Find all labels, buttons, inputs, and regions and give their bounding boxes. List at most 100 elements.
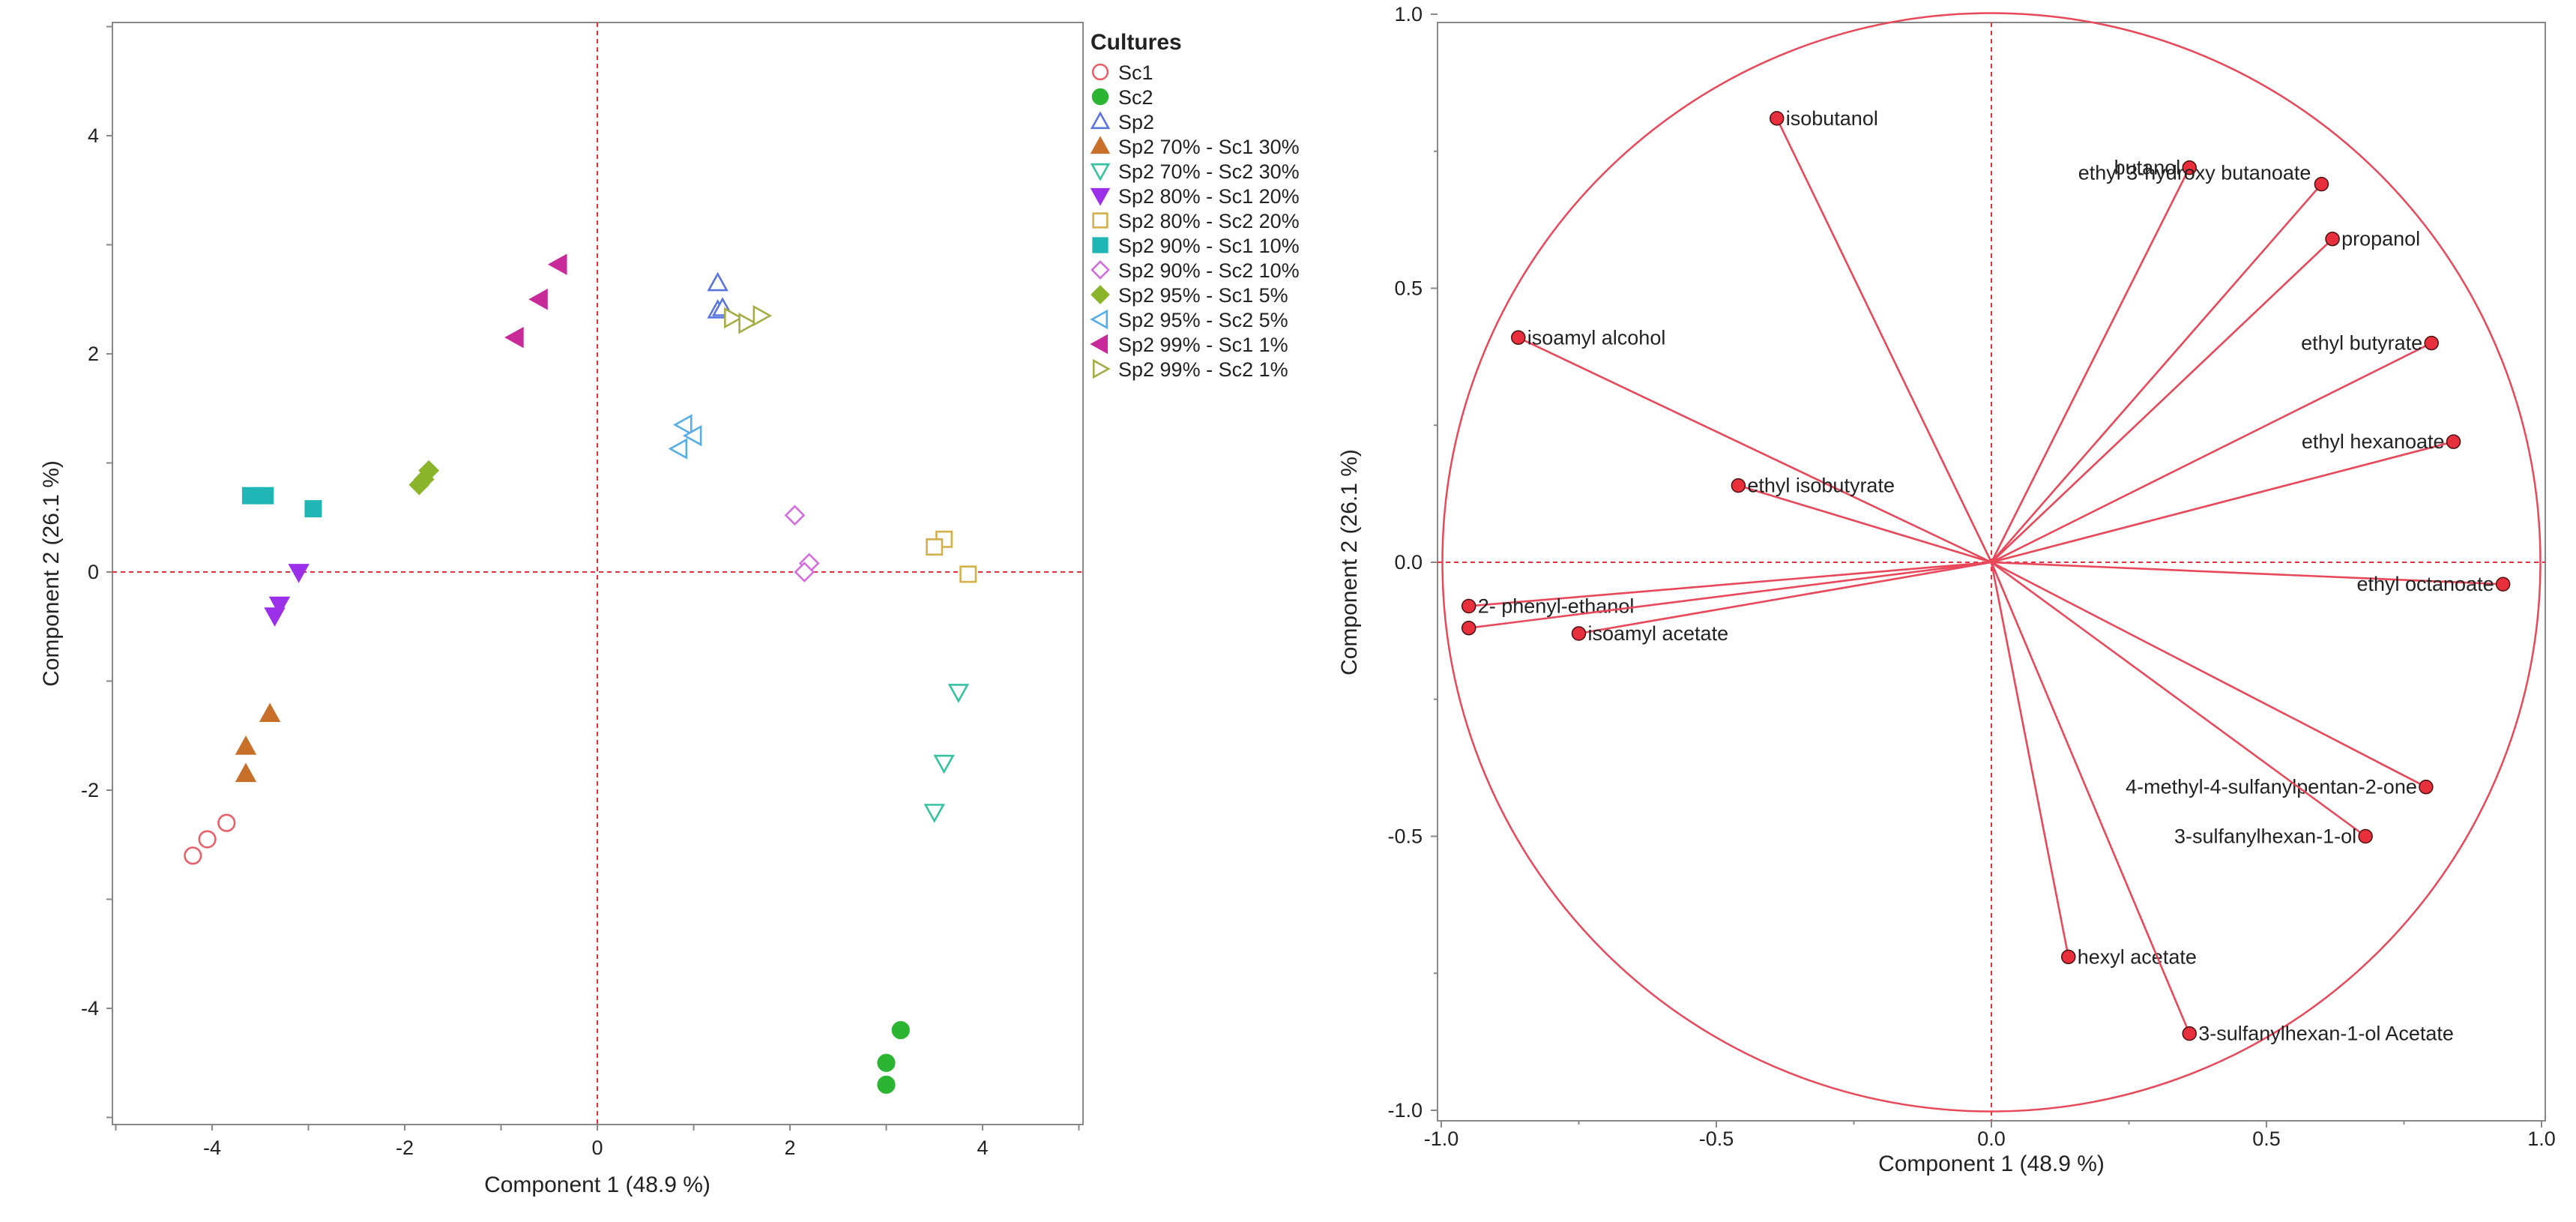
loading-label: ethyl 3-hydroxy butanoate	[2078, 162, 2311, 184]
loading-y-tick-label: 0.5	[1394, 277, 1423, 300]
legend-label: Sp2 70% - Sc1 30%	[1118, 136, 1300, 158]
score-point	[288, 564, 310, 583]
variable-propanol: propanol	[1991, 228, 2420, 563]
score-point	[682, 424, 702, 447]
loading-label: 3-sulfanylhexan-1-ol	[2174, 825, 2356, 848]
variable-ethyl-octanoate: ethyl octanoate	[1991, 561, 2511, 595]
loading-point	[1511, 330, 1526, 346]
score-point	[264, 607, 286, 627]
legend-label: Sp2 90% - Sc2 10%	[1118, 259, 1300, 282]
legend-item-sc1: Sc1	[1091, 61, 1153, 84]
score-y-axis-title: Component 2 (26.1 %)	[39, 460, 64, 687]
score-point	[235, 735, 257, 755]
legend-item-sp2-95-sc2-5: Sp2 95% - Sc2 5%	[1090, 309, 1288, 331]
loading-label: ethyl octanoate	[2356, 573, 2494, 595]
loading-point	[2446, 434, 2461, 449]
series-sp2-99-sc1-1	[504, 253, 567, 349]
legend-item-sc2: Sc2	[1091, 86, 1153, 109]
loading-point	[2495, 577, 2511, 592]
variable-ethyl-3-hydroxy-butanoate: ethyl 3-hydroxy butanoate	[1991, 162, 2329, 563]
legend-label: Sp2	[1118, 111, 1154, 133]
score-point	[259, 702, 281, 723]
score-point	[256, 487, 274, 505]
loading-vector	[1578, 561, 1992, 635]
legend-item-sp2-90-sc1-10: Sp2 90% - Sc1 10%	[1092, 235, 1300, 257]
legend-item-sp2-95-sc1-5: Sp2 95% - Sc1 5%	[1091, 284, 1288, 307]
loading-label: 4-methyl-4-sulfanylpentan-2-one	[2126, 776, 2417, 798]
loading-point	[2424, 335, 2439, 351]
series-sp2-90-sc2-10	[784, 505, 820, 583]
loading-vector	[1991, 561, 2366, 837]
score-point	[723, 307, 743, 329]
legend-label: Sc2	[1118, 86, 1153, 109]
loading-x-tick-label: -1.0	[1424, 1128, 1459, 1150]
score-point	[926, 538, 944, 556]
loading-point	[2325, 231, 2340, 247]
score-point	[408, 474, 430, 496]
score-point	[268, 596, 291, 616]
loading-vector	[1737, 484, 1992, 564]
score-point	[241, 487, 259, 505]
loading-vector	[1468, 561, 1992, 630]
loading-x-tick-label: -0.5	[1699, 1128, 1734, 1150]
score-point	[217, 813, 236, 832]
score-point	[672, 414, 693, 436]
score-point	[304, 500, 322, 518]
score-x-tick-label: 2	[784, 1137, 795, 1159]
score-point	[877, 1053, 896, 1072]
score-point	[738, 313, 758, 334]
score-y-tick-label: -2	[81, 779, 99, 801]
score-point	[933, 754, 955, 774]
variable-ethyl-isobutyrate: ethyl isobutyrate	[1731, 475, 1992, 564]
score-x-tick-label: 0	[591, 1137, 603, 1159]
legend-label: Sp2 90% - Sc1 10%	[1118, 235, 1300, 257]
loading-label: ethyl butyrate	[2301, 332, 2422, 355]
score-point	[235, 762, 257, 783]
loading-x-tick-label: 0.0	[1977, 1128, 2006, 1150]
loading-label: isobutanol	[1786, 107, 1878, 130]
variable-hexyl-acetate: hexyl acetate	[1990, 562, 2197, 968]
loading-point	[2061, 949, 2076, 965]
score-point	[668, 438, 688, 460]
legend-item-sp2-80-sc1-20: Sp2 80% - Sc1 20%	[1090, 185, 1300, 208]
score-point	[547, 253, 567, 275]
legend-marker	[1091, 88, 1109, 106]
legend-marker	[1090, 187, 1111, 206]
series-sp2-70-sc2-30	[923, 684, 970, 823]
score-point	[504, 326, 524, 349]
legend-title: Cultures	[1091, 30, 1182, 55]
loading-y-tick-label: 0.0	[1394, 551, 1423, 574]
score-point	[707, 271, 729, 292]
loading-vector	[1468, 561, 1992, 607]
legend-item-sp2-70-sc1-30: Sp2 70% - Sc1 30%	[1090, 136, 1300, 158]
loading-point	[2358, 828, 2373, 844]
loading-vector	[1990, 562, 2070, 957]
score-point	[923, 804, 945, 823]
series-sp2-80-sc1-20	[264, 564, 310, 627]
legend-marker	[1090, 309, 1108, 330]
score-point	[198, 830, 217, 849]
loading-point	[2182, 1026, 2197, 1041]
loading-label: 2- phenyl-ethanol	[1478, 595, 1635, 617]
loading-vector	[1991, 561, 2427, 788]
variable-ethyl-butyrate: ethyl butyrate	[1991, 332, 2439, 564]
loading-vector	[1991, 440, 2454, 564]
loading-label: ethyl hexanoate	[2302, 430, 2445, 453]
loading-vector	[1991, 183, 2323, 563]
loading-point	[1731, 478, 1746, 493]
correlation-circle	[1441, 12, 2542, 1113]
score-plot: -4 -2 0 2 4 4 2 0 -2 -4 Component 1 (48.9 %) Comp…	[39, 22, 1084, 1197]
score-point	[891, 1020, 910, 1040]
score-x-tick-label: -4	[203, 1137, 221, 1159]
score-point	[184, 846, 202, 865]
variable-isoamyl-acetate: isoamyl acetate	[1571, 561, 1992, 645]
legend-marker	[1092, 212, 1108, 229]
score-y-tick-label: 4	[88, 124, 99, 147]
loading-point	[1461, 620, 1476, 636]
legend-label: Sp2 99% - Sc2 1%	[1118, 358, 1288, 381]
legend-marker	[1090, 111, 1111, 130]
score-point	[528, 289, 548, 310]
variable-3-sulfanylhexan-1-ol-acetate: 3-sulfanylhexan-1-ol Acetate	[1990, 562, 2454, 1045]
